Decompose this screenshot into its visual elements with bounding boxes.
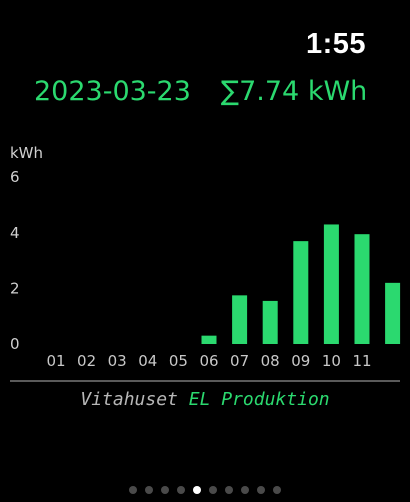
x-tick-label: 10 (322, 352, 341, 370)
total-energy-label: ∑7.74 kWh (220, 76, 368, 107)
y-axis-label: kWh (10, 144, 43, 162)
x-tick-label: 01 (46, 352, 65, 370)
x-tick-label: 04 (138, 352, 157, 370)
date-label: 2023-03-23 (34, 76, 191, 107)
bar (232, 295, 248, 344)
x-tick-label: 02 (77, 352, 96, 370)
page-dot[interactable] (177, 486, 185, 494)
bar (354, 234, 370, 344)
page-dot[interactable] (209, 486, 217, 494)
page-dot[interactable] (129, 486, 137, 494)
bar (323, 224, 339, 344)
x-tick-label: 07 (230, 352, 249, 370)
y-tick-label: 0 (10, 335, 20, 353)
page-dot-active[interactable] (193, 486, 201, 494)
x-tick-label: 05 (169, 352, 188, 370)
x-tick-label: 09 (291, 352, 310, 370)
page-dot[interactable] (161, 486, 169, 494)
page-dot[interactable] (257, 486, 265, 494)
page-dot[interactable] (225, 486, 233, 494)
bar (201, 335, 217, 344)
summary-header: 2023-03-23 ∑7.74 kWh (34, 76, 394, 107)
bar (262, 300, 278, 344)
bar (385, 282, 401, 344)
bar (293, 241, 309, 344)
x-tick-label: 06 (199, 352, 218, 370)
y-tick-label: 4 (10, 224, 20, 242)
chart-caption: Vitahuset EL Produktion (0, 389, 410, 410)
status-time: 1:55 (305, 28, 366, 60)
page-dot[interactable] (241, 486, 249, 494)
y-tick-label: 6 (10, 168, 20, 186)
production-chart[interactable]: kWh 0 2 4 6 01 02 03 04 05 06 07 08 09 10 11 (0, 138, 410, 390)
x-tick-label: 11 (352, 352, 371, 370)
page-dot[interactable] (145, 486, 153, 494)
caption-title: EL Produktion (188, 389, 330, 410)
x-tick-label: 03 (108, 352, 127, 370)
page-dot[interactable] (273, 486, 281, 494)
caption-location: Vitahuset (80, 389, 189, 410)
y-tick-label: 2 (10, 279, 20, 297)
page-indicator[interactable] (0, 486, 410, 494)
x-tick-label: 08 (261, 352, 280, 370)
